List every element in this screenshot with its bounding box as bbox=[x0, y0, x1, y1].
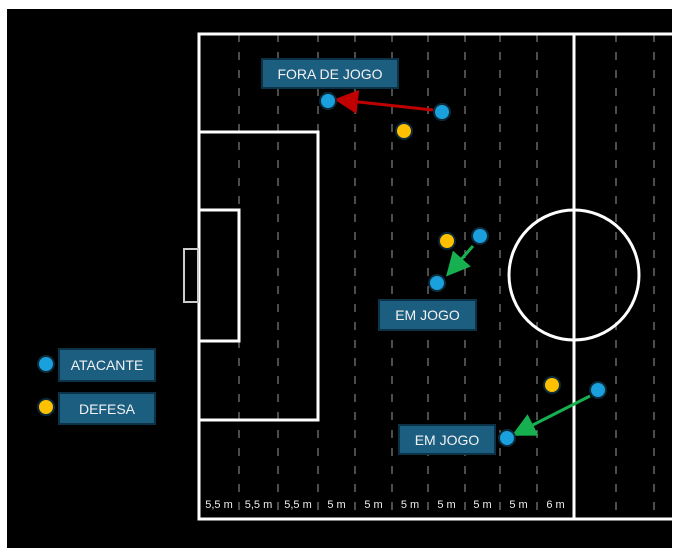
attacker-dot bbox=[589, 381, 607, 399]
attacker-dot bbox=[428, 274, 446, 292]
defender-dot bbox=[438, 232, 456, 250]
distance-label: 6 m bbox=[546, 499, 564, 511]
distance-label: 5,5 m bbox=[205, 499, 233, 511]
legend-attacker-dot bbox=[37, 355, 55, 373]
goal bbox=[183, 248, 199, 303]
attacker-dot bbox=[433, 103, 451, 121]
onside-arrow bbox=[446, 245, 475, 277]
attacker-dot bbox=[498, 429, 516, 447]
distance-label: 5,5 m bbox=[284, 499, 312, 511]
onside-label: EM JOGO bbox=[378, 299, 477, 331]
offside-label: FORA DE JOGO bbox=[261, 58, 399, 89]
attacker-dot bbox=[471, 227, 489, 245]
distance-label: 5,5 m bbox=[245, 499, 273, 511]
distance-label: 5 m bbox=[509, 499, 527, 511]
distance-labels: 5,5 m 5,5 m 5,5 m 5 m 5 m 5 m 5 m 5 m 5 m 6 m bbox=[205, 499, 564, 511]
distance-label: 5 m bbox=[327, 499, 345, 511]
legend-defender-dot bbox=[37, 398, 55, 416]
attacker-dot bbox=[319, 92, 337, 110]
distance-label: 5 m bbox=[473, 499, 491, 511]
distance-label: 5 m bbox=[401, 499, 419, 511]
distance-label: 5 m bbox=[364, 499, 382, 511]
onside-label: EM JOGO bbox=[398, 424, 496, 455]
background bbox=[7, 9, 672, 548]
defender-dot bbox=[395, 122, 413, 140]
legend-attacker-label: ATACANTE bbox=[58, 348, 156, 382]
legend-defender-label: DEFESA bbox=[58, 392, 156, 425]
center-circle bbox=[507, 208, 641, 342]
onside-arrow bbox=[511, 394, 591, 436]
defender-dot bbox=[543, 376, 561, 394]
distance-label: 5 m bbox=[437, 499, 455, 511]
offside-arrow bbox=[334, 89, 434, 114]
